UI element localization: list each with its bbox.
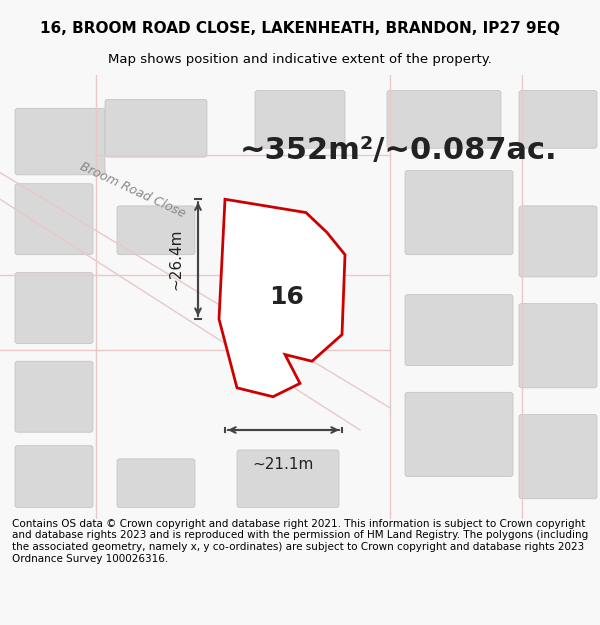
FancyBboxPatch shape xyxy=(105,99,207,157)
Text: Map shows position and indicative extent of the property.: Map shows position and indicative extent… xyxy=(108,52,492,66)
FancyBboxPatch shape xyxy=(387,91,501,148)
FancyBboxPatch shape xyxy=(405,294,513,366)
FancyBboxPatch shape xyxy=(15,108,105,175)
FancyBboxPatch shape xyxy=(117,459,195,508)
FancyBboxPatch shape xyxy=(255,91,345,148)
FancyBboxPatch shape xyxy=(405,392,513,477)
Text: Broom Road Close: Broom Road Close xyxy=(78,159,188,220)
FancyBboxPatch shape xyxy=(237,450,339,508)
FancyBboxPatch shape xyxy=(519,91,597,148)
FancyBboxPatch shape xyxy=(405,171,513,255)
FancyBboxPatch shape xyxy=(15,361,93,432)
FancyBboxPatch shape xyxy=(519,206,597,277)
FancyBboxPatch shape xyxy=(15,446,93,508)
FancyBboxPatch shape xyxy=(519,304,597,388)
Text: ~26.4m: ~26.4m xyxy=(168,228,183,290)
Text: ~352m²/~0.087ac.: ~352m²/~0.087ac. xyxy=(240,136,557,165)
FancyBboxPatch shape xyxy=(15,184,93,255)
FancyBboxPatch shape xyxy=(117,206,195,255)
FancyBboxPatch shape xyxy=(519,414,597,499)
Text: ~21.1m: ~21.1m xyxy=(253,457,314,472)
Text: 16, BROOM ROAD CLOSE, LAKENHEATH, BRANDON, IP27 9EQ: 16, BROOM ROAD CLOSE, LAKENHEATH, BRANDO… xyxy=(40,21,560,36)
Polygon shape xyxy=(219,199,345,397)
Text: 16: 16 xyxy=(269,285,304,309)
Text: Contains OS data © Crown copyright and database right 2021. This information is : Contains OS data © Crown copyright and d… xyxy=(12,519,588,564)
FancyBboxPatch shape xyxy=(15,272,93,344)
